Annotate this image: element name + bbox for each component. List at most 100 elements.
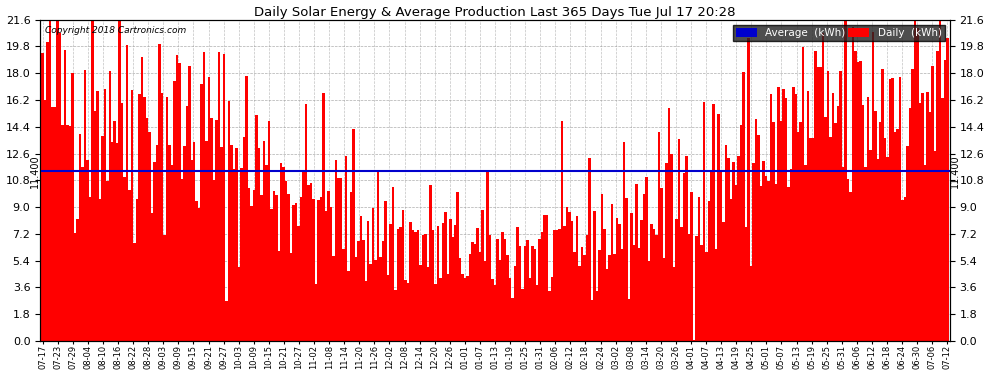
Bar (884, 138, 886, 341)
Bar (754, 119, 757, 341)
Bar (267, 121, 270, 341)
Bar (114, 120, 116, 341)
Bar (257, 148, 260, 341)
Bar (531, 246, 534, 341)
Bar (89, 197, 91, 341)
Bar (158, 44, 160, 341)
Bar (136, 199, 139, 341)
Bar (578, 266, 581, 341)
Bar (231, 145, 233, 341)
Bar (352, 129, 354, 341)
Bar (78, 134, 81, 341)
Bar (561, 122, 563, 341)
Bar (626, 198, 628, 341)
Bar (86, 160, 89, 341)
Bar (744, 227, 747, 341)
Bar (556, 230, 558, 341)
Bar (180, 179, 183, 341)
Bar (338, 178, 340, 341)
Bar (795, 94, 797, 341)
Bar (524, 246, 526, 341)
Bar (553, 230, 556, 341)
Bar (937, 51, 939, 341)
Bar (354, 256, 357, 341)
Bar (817, 67, 820, 341)
Bar (941, 98, 943, 341)
Bar (934, 152, 937, 341)
Bar (596, 291, 598, 341)
Bar (175, 55, 178, 341)
Bar (840, 71, 842, 341)
Bar (499, 260, 501, 341)
Bar (73, 233, 76, 341)
Bar (889, 79, 891, 341)
Bar (782, 88, 784, 341)
Bar (844, 21, 846, 341)
Bar (825, 117, 827, 341)
Bar (437, 226, 440, 341)
Bar (223, 54, 226, 341)
Bar (504, 239, 506, 341)
Bar (521, 290, 524, 341)
Bar (506, 255, 509, 341)
Bar (456, 192, 459, 341)
Bar (94, 111, 96, 341)
Bar (317, 200, 320, 341)
Bar (740, 125, 742, 341)
Bar (163, 235, 165, 341)
Bar (198, 208, 200, 341)
Bar (800, 122, 802, 341)
Bar (446, 274, 449, 341)
Bar (63, 50, 66, 341)
Bar (213, 180, 216, 341)
Bar (99, 200, 101, 341)
Bar (730, 199, 733, 341)
Bar (869, 150, 871, 341)
Bar (160, 93, 163, 341)
Bar (891, 78, 894, 341)
Bar (307, 185, 310, 341)
Bar (440, 278, 442, 341)
Bar (849, 192, 851, 341)
Bar (636, 184, 638, 341)
Bar (412, 230, 414, 341)
Bar (548, 291, 550, 341)
Bar (387, 275, 389, 341)
Bar (769, 94, 772, 341)
Bar (236, 148, 238, 341)
Bar (459, 258, 461, 341)
Bar (226, 301, 228, 341)
Bar (767, 181, 769, 341)
Bar (466, 276, 469, 341)
Bar (61, 125, 63, 341)
Bar (367, 220, 369, 341)
Bar (601, 194, 603, 341)
Bar (859, 61, 861, 341)
Bar (486, 172, 489, 341)
Bar (919, 103, 922, 341)
Bar (203, 52, 206, 341)
Bar (581, 247, 583, 341)
Bar (442, 223, 445, 341)
Bar (787, 187, 790, 341)
Bar (728, 158, 730, 341)
Bar (846, 178, 849, 341)
Bar (764, 176, 767, 341)
Text: 11.400: 11.400 (949, 154, 960, 188)
Bar (871, 32, 874, 341)
Bar (790, 169, 792, 341)
Bar (673, 267, 675, 341)
Bar (248, 189, 250, 341)
Bar (536, 285, 539, 341)
Bar (323, 93, 325, 341)
Bar (907, 146, 909, 341)
Text: Copyright 2018 Cartronics.com: Copyright 2018 Cartronics.com (45, 26, 186, 35)
Bar (364, 281, 367, 341)
Bar (76, 219, 78, 341)
Bar (566, 207, 568, 341)
Bar (633, 244, 636, 341)
Bar (153, 162, 155, 341)
Bar (657, 132, 660, 341)
Bar (779, 121, 782, 341)
Bar (126, 45, 129, 341)
